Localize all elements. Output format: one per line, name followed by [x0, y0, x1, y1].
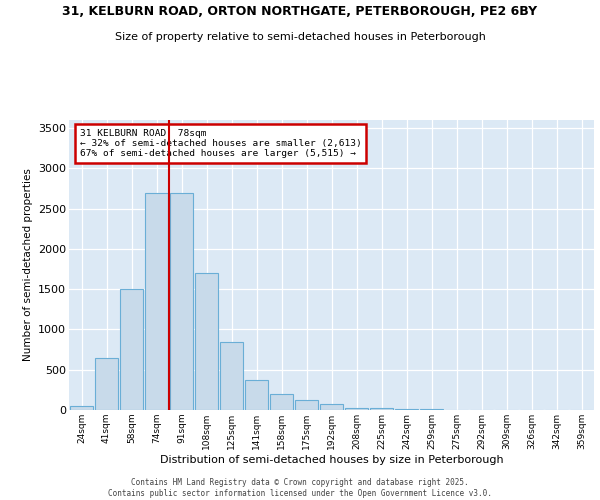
- Bar: [370, 408, 393, 410]
- Text: Contains HM Land Registry data © Crown copyright and database right 2025.
Contai: Contains HM Land Registry data © Crown c…: [108, 478, 492, 498]
- X-axis label: Distribution of semi-detached houses by size in Peterborough: Distribution of semi-detached houses by …: [160, 454, 503, 464]
- Bar: [170, 192, 193, 410]
- Bar: [220, 342, 243, 410]
- Bar: [195, 273, 218, 410]
- Bar: [295, 400, 318, 410]
- Bar: [245, 380, 268, 410]
- Bar: [320, 404, 343, 410]
- Bar: [95, 358, 118, 410]
- Bar: [70, 406, 93, 410]
- Bar: [420, 409, 443, 410]
- Bar: [145, 192, 168, 410]
- Text: 31, KELBURN ROAD, ORTON NORTHGATE, PETERBOROUGH, PE2 6BY: 31, KELBURN ROAD, ORTON NORTHGATE, PETER…: [62, 5, 538, 18]
- Bar: [120, 289, 143, 410]
- Bar: [345, 408, 368, 410]
- Y-axis label: Number of semi-detached properties: Number of semi-detached properties: [23, 168, 32, 362]
- Text: 31 KELBURN ROAD: 78sqm
← 32% of semi-detached houses are smaller (2,613)
67% of : 31 KELBURN ROAD: 78sqm ← 32% of semi-det…: [79, 128, 361, 158]
- Text: Size of property relative to semi-detached houses in Peterborough: Size of property relative to semi-detach…: [115, 32, 485, 42]
- Bar: [395, 409, 418, 410]
- Bar: [270, 394, 293, 410]
